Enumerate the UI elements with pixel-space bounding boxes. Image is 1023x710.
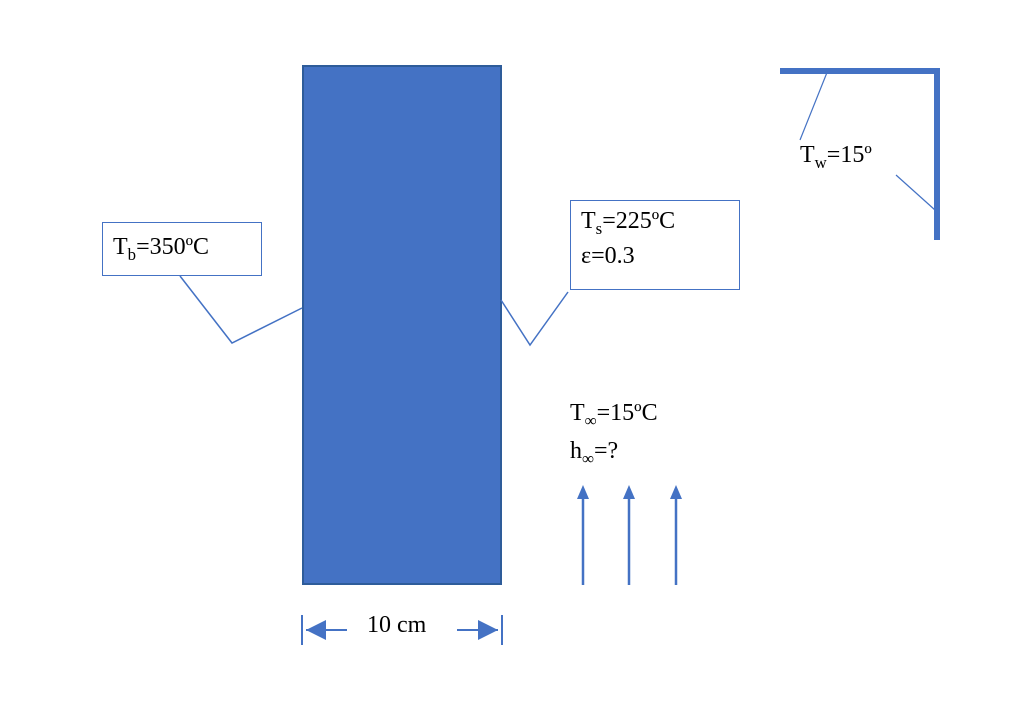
tinf-line1: T∞=15ºC [570,400,658,426]
wall-corner-vertical [934,68,940,240]
ts-label-box: Ts=225ºC ε=0.3 [570,200,740,290]
tinf-line2: h∞=? [570,438,618,464]
dimension-text: 10 cm [367,612,426,639]
main-rectangle [302,65,502,585]
diagram-container: { "colors": { "blue_fill": "#4472c4", "b… [0,0,1023,710]
ts-label-line1: Ts=225ºC [581,208,675,234]
tw-label: Tw=15º [800,142,872,173]
tinf-label: T∞=15ºC h∞=? [570,395,658,471]
tb-label-box: Tb=350ºC [102,222,262,276]
wall-corner-horizontal [780,68,940,74]
ts-label-line2: ε=0.3 [581,243,635,269]
tb-label: Tb=350ºC [113,234,209,265]
line-overlay [0,0,1023,710]
